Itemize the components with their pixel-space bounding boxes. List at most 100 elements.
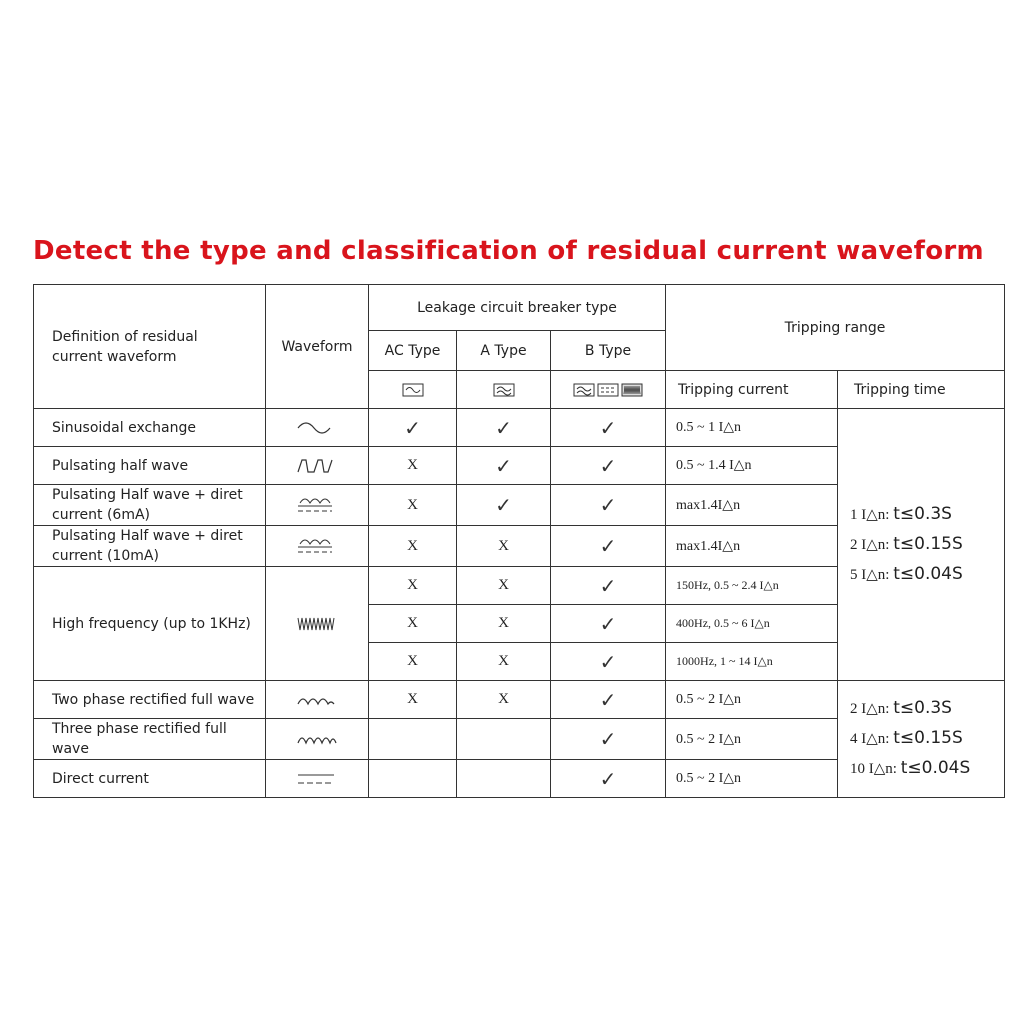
check-mark-icon: ✓ [599,534,617,558]
check-mark-icon: ✓ [495,493,512,517]
a-type-cell: X [456,566,551,605]
a-type-cell: ✓ [456,446,551,485]
tripping-current-cell: 400Hz, 0.5 ~ 6 I△n [665,604,839,643]
tripping-current-cell: max1.4I△n [665,484,839,526]
table-row: High frequency (up to 1KHz) X X ✓ 150Hz, 0.5… [33,566,1005,681]
cross-mark: X [407,615,418,631]
header-tripping-range: Tripping range [665,284,1006,371]
cross-mark: X [498,615,509,631]
tripping-current-cell: 150Hz, 0.5 ~ 2.4 I△n [665,566,839,605]
ac-type-cell: ✓ [368,408,457,447]
check-mark-icon: ✓ [599,766,617,791]
cross-mark: X [407,577,418,593]
tripping-current-cell: 0.5 ~ 1.4 I△n [665,446,839,485]
definition-cell: High frequency (up to 1KHz) [33,566,266,681]
table-row: X X ✓ 1000Hz, 1 ~ 14 I△n [34,642,1005,681]
table-row: Three phase rectified full wave ✓ 0.5 ~ 2 … [33,718,1005,760]
cross-mark: X [498,577,509,593]
definition-cell: Two phase rectified full wave [33,680,266,719]
table-row: Pulsating Half wave + diret current (10m… [33,525,1005,567]
check-mark-icon: ✓ [599,649,617,674]
tripping-time-cell: 2 I△n: t≤0.3S 4 I△n: t≤0.15S 10 I△n: t≤0.0… [837,680,1006,798]
tripping-current-cell: 1000Hz, 1 ~ 14 I△n [665,642,839,681]
cross-mark: X [407,496,418,513]
a-symbol-icon [456,370,551,409]
check-mark-icon: ✓ [599,573,617,598]
definition-cell: Three phase rectified full wave [33,718,266,760]
ac-type-cell: X [368,446,457,485]
b-type-cell: ✓ [549,680,667,719]
header-b-type: B Type [549,330,667,371]
half-wave-dc-waveform-icon [265,525,369,567]
a-type-cell [456,718,551,760]
three-phase-waveform-icon [265,718,369,760]
high-frequency-waveform-icon [265,566,369,681]
b-type-cell: ✓ [549,642,667,681]
b-symbol-icons [549,370,667,409]
ac-type-cell: X [368,525,457,567]
ac-type-cell [368,759,457,798]
table-row: Pulsating half wave X ✓ ✓ 0.5 ~ 1.4 I△n [33,446,1005,485]
waveform-table: Definition of residual current waveform … [33,284,1006,798]
definition-cell: Sinusoidal exchange [33,408,266,447]
ac-symbol-icon [368,370,457,409]
header-waveform: Waveform [265,284,369,409]
definition-cell: Pulsating Half wave + diret current (10m… [33,525,266,567]
cross-mark: X [407,457,418,473]
tripping-current-cell: max1.4I△n [665,525,839,567]
half-wave-dc-waveform-icon [265,484,369,526]
header-tripping-time: Tripping time [837,370,1006,409]
header-definition: Definition of residual current waveform [33,284,266,409]
a-type-cell: ✓ [456,408,551,447]
check-mark-icon: ✓ [599,727,617,751]
ac-type-cell: X [368,566,457,605]
a-type-cell: ✓ [456,484,551,526]
table-row: Direct current ✓ 0.5 ~ 2 I△n [33,759,1005,798]
table-row: Pulsating Half wave + diret current (6mA… [33,484,1005,526]
cross-mark: X [498,653,509,669]
header-ac-type: AC Type [368,330,457,371]
definition-cell: Direct current [33,759,266,798]
dc-waveform-icon [265,759,369,798]
b-type-cell: ✓ [549,759,667,798]
cross-mark: X [407,691,418,707]
a-type-cell: X [456,642,551,681]
tripping-current-cell: 0.5 ~ 2 I△n [665,680,839,719]
a-type-cell: X [456,680,551,719]
header-a-type: A Type [456,330,551,371]
a-type-cell: X [456,604,551,643]
table-row: Two phase rectified full wave X X ✓ 0.5 ~ 2 … [33,680,1006,798]
half-wave-waveform-icon [265,446,369,485]
tripping-time-cell: 1 I△n: t≤0.3S 2 I△n: t≤0.15S 5 I△n: t≤0.04… [837,408,1006,681]
check-mark-icon: ✓ [599,415,617,440]
table-row: Sinusoidal exchange ✓ ✓ ✓ 0.5 ~ 1 I△n 1 I△n: … [33,408,1006,681]
b-type-cell: ✓ [549,446,667,485]
a-type-cell: X [456,525,551,567]
check-mark-icon: ✓ [599,611,617,636]
check-mark-icon: ✓ [599,453,617,478]
cross-mark: X [498,537,509,554]
b-type-cell: ✓ [549,408,667,447]
definition-cell: Pulsating Half wave + diret current (6mA… [33,484,266,526]
check-mark-icon: ✓ [495,453,512,478]
cross-mark: X [407,537,418,554]
ac-type-cell: X [368,484,457,526]
b-type-cell: ✓ [549,718,667,760]
two-phase-waveform-icon [265,680,369,719]
b-type-cell: ✓ [549,484,667,526]
cross-mark: X [498,691,509,707]
ac-type-cell: X [368,680,457,719]
check-mark-icon: ✓ [599,493,617,517]
page-title: Detect the type and classification of re… [33,236,984,266]
check-mark-icon: ✓ [404,415,421,440]
tripping-current-cell: 0.5 ~ 2 I△n [665,759,839,798]
check-mark-icon: ✓ [599,687,617,712]
b-type-cell: ✓ [549,566,667,605]
a-type-cell [456,759,551,798]
ac-type-cell: X [368,642,457,681]
b-type-cell: ✓ [549,525,667,567]
tripping-current-cell: 0.5 ~ 1 I△n [665,408,839,447]
cross-mark: X [407,653,418,669]
header-leakage: Leakage circuit breaker type [367,284,667,331]
header-tripping-current: Tripping current [665,370,839,409]
